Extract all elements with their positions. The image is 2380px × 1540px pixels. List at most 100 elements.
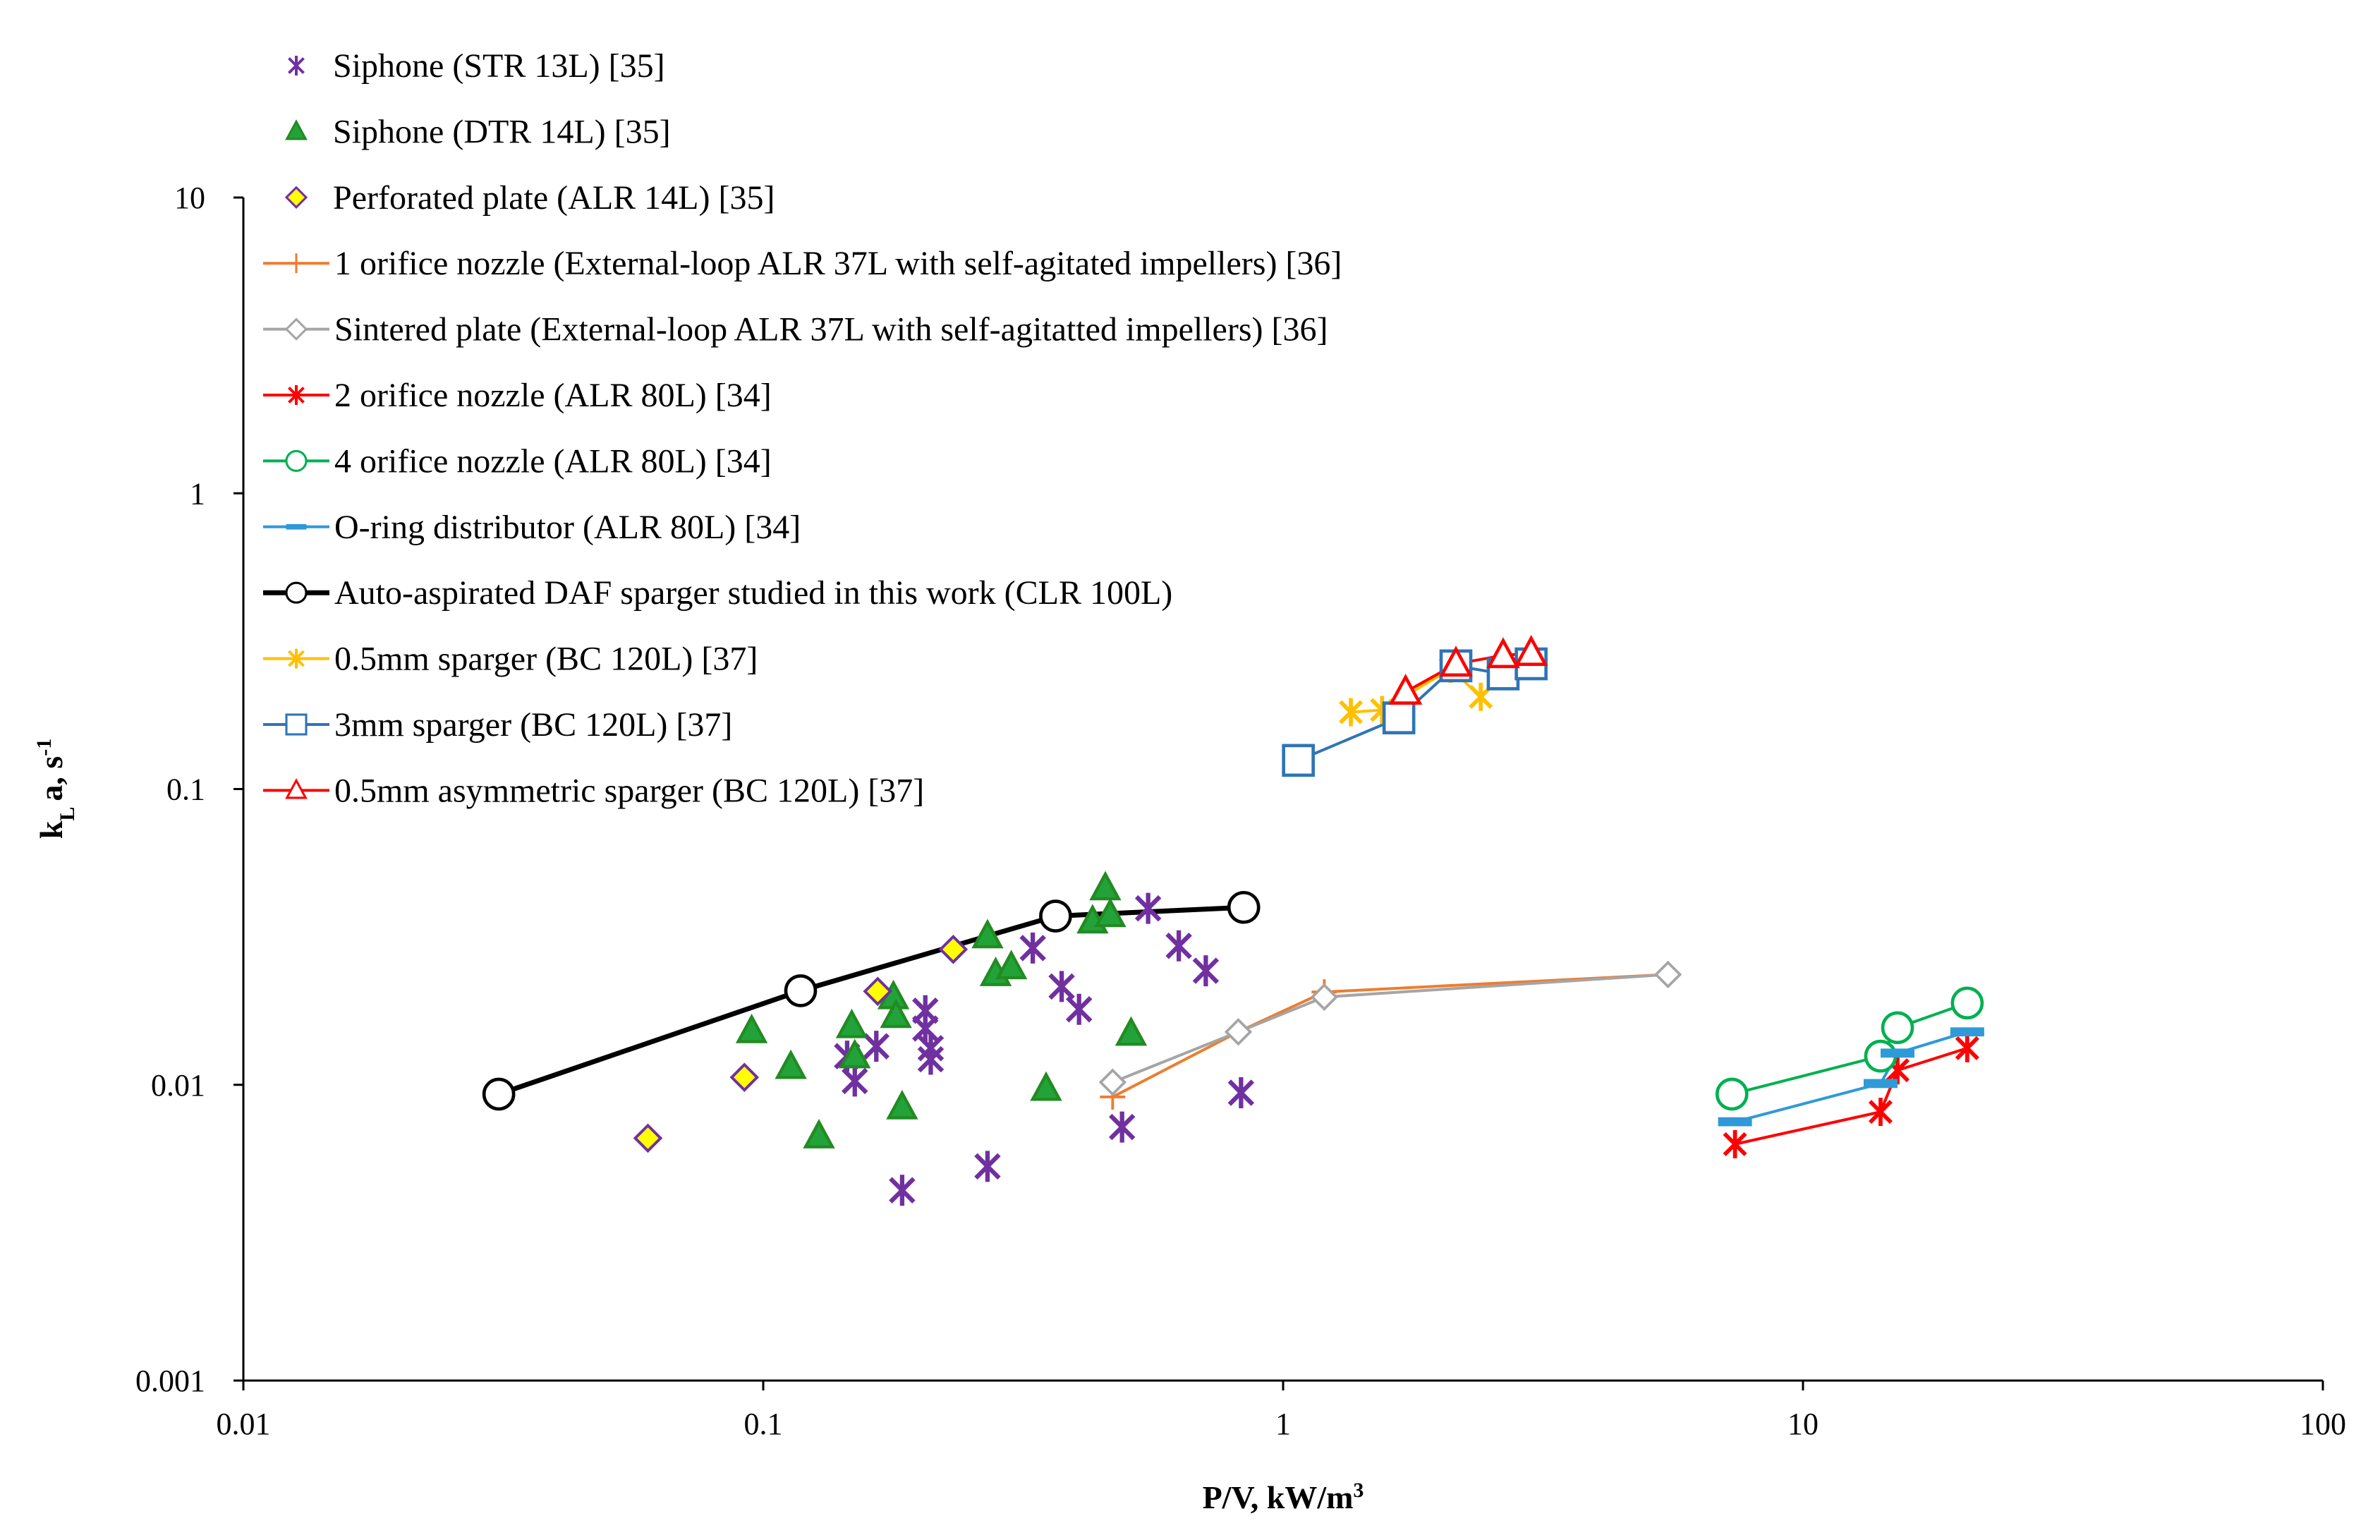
legend-marker — [285, 449, 308, 472]
legend-marker — [285, 581, 308, 604]
data-point-series-11 — [1439, 645, 1473, 677]
data-point-series-0 — [842, 1065, 868, 1097]
data-point-series-1 — [1089, 871, 1122, 901]
legend-marker — [286, 523, 307, 530]
data-point-series-0 — [974, 1151, 1001, 1182]
y-axis-title-subscript: L — [56, 807, 79, 821]
legend-marker — [285, 713, 308, 736]
x-tick-label: 1 — [1275, 1407, 1291, 1441]
data-point-series-1 — [835, 1008, 868, 1038]
legend-label: 1 orifice nozzle (External-loop ALR 37L … — [334, 245, 1342, 282]
y-axis-title-rest: a, s — [33, 756, 69, 801]
data-point-series-4 — [1654, 960, 1682, 989]
data-point-series-2 — [938, 934, 969, 964]
x-tick-label: 100 — [2300, 1407, 2346, 1441]
series-line-4 — [1112, 973, 1668, 1084]
data-point-series-1 — [1115, 1016, 1148, 1046]
data-point-series-1 — [880, 998, 912, 1029]
data-point-series-7 — [1718, 1117, 1752, 1127]
series-markers — [482, 635, 1984, 1206]
tick-labels: 0.01 0.1 1 10 100 0.001 0.01 0.1 1 10 — [135, 181, 2346, 1441]
data-point-series-7 — [1881, 1048, 1915, 1058]
data-point-series-0 — [1165, 930, 1192, 962]
x-tick-label: 0.1 — [744, 1407, 783, 1441]
series-line-6 — [1731, 1001, 1968, 1096]
data-point-series-1 — [735, 1013, 768, 1043]
data-point-series-2 — [863, 976, 893, 1007]
data-point-series-8 — [1227, 890, 1261, 924]
data-point-series-6 — [1715, 1077, 1749, 1111]
data-point-series-4 — [1310, 983, 1339, 1012]
legend-item: 0.5mm asymmetric sparger (BC 120L) [37] — [263, 772, 924, 809]
data-point-series-0 — [1065, 993, 1093, 1025]
legend-marker — [284, 317, 308, 341]
legend-marker — [288, 385, 305, 405]
legend-item: 3mm sparger (BC 120L) [37] — [263, 706, 732, 744]
legend-item: 1 orifice nozzle (External-loop ALR 37L … — [263, 245, 1342, 282]
y-tick-label: 1 — [190, 476, 205, 511]
data-point-series-10 — [1382, 701, 1416, 734]
legend-label: Siphone (DTR 14L) [35] — [333, 113, 671, 150]
y-axis-title: kLa, s-1 — [32, 739, 79, 839]
legend-item: Siphone (STR 13L) [35] — [288, 47, 665, 85]
data-point-series-0 — [1134, 892, 1162, 924]
legend-marker — [284, 186, 308, 209]
series-line-8 — [497, 904, 1244, 1097]
data-point-series-2 — [633, 1123, 663, 1153]
legend-item: Sintered plate (External-loop ALR 37L wi… — [263, 311, 1328, 348]
data-point-series-0 — [1108, 1111, 1136, 1143]
x-axis-title-text: P/V, kW/m — [1203, 1479, 1354, 1515]
data-point-series-8 — [784, 974, 818, 1007]
data-point-series-1 — [886, 1089, 918, 1120]
legend-label: Siphone (STR 13L) [35] — [333, 47, 665, 85]
x-tick-label: 10 — [1787, 1407, 1819, 1441]
y-tick-label: 10 — [174, 181, 205, 215]
data-point-series-0 — [863, 1031, 890, 1062]
data-point-series-0 — [912, 1012, 939, 1044]
ticks — [233, 196, 2324, 1390]
data-point-series-0 — [1019, 932, 1046, 964]
series-line-7 — [1735, 1030, 1968, 1124]
data-point-series-11 — [1388, 673, 1423, 705]
legend-marker — [288, 56, 305, 75]
y-tick-label: 0.01 — [151, 1068, 205, 1103]
data-point-series-10 — [1282, 744, 1315, 777]
legend-label: Sintered plate (External-loop ALR 37L wi… — [334, 311, 1328, 348]
legend-marker — [288, 648, 305, 669]
data-point-series-6 — [1881, 1011, 1914, 1045]
data-point-series-9 — [1339, 698, 1364, 727]
legend-item: 2 orifice nozzle (ALR 80L) [34] — [263, 377, 772, 414]
series-line-5 — [1735, 1046, 1968, 1146]
legend-item: Auto-aspirated DAF sparger studied in th… — [263, 574, 1172, 612]
legend-label: 4 orifice nozzle (ALR 80L) [34] — [334, 442, 772, 480]
series-line-3 — [1112, 973, 1668, 1098]
data-point-series-1 — [775, 1049, 807, 1079]
data-point-series-0 — [1048, 971, 1075, 1002]
y-tick-label: 0.001 — [135, 1364, 205, 1398]
legend-item: O-ring distributor (ALR 80L) [34] — [263, 509, 801, 546]
data-point-series-7 — [1950, 1027, 1984, 1037]
data-point-series-8 — [1039, 899, 1072, 933]
data-point-series-1 — [803, 1119, 835, 1148]
data-point-series-0 — [917, 1032, 945, 1064]
data-point-series-0 — [1227, 1077, 1255, 1109]
data-point-series-5 — [1868, 1098, 1893, 1127]
x-tick-label: 0.01 — [217, 1407, 271, 1441]
data-point-series-6 — [1950, 986, 1984, 1020]
legend-marker — [285, 119, 308, 140]
data-point-series-4 — [1224, 1018, 1253, 1046]
data-point-series-11 — [1514, 635, 1548, 666]
legend-label: 3mm sparger (BC 120L) [37] — [334, 706, 732, 744]
data-point-series-0 — [1192, 955, 1220, 987]
legend-item: Siphone (DTR 14L) [35] — [285, 113, 671, 150]
legend-item: 4 orifice nozzle (ALR 80L) [34] — [263, 442, 772, 480]
data-point-series-7 — [1863, 1079, 1898, 1089]
legend-label: Auto-aspirated DAF sparger studied in th… — [334, 574, 1172, 612]
legend-item: Perforated plate (ALR 14L) [35] — [284, 179, 775, 217]
data-point-series-2 — [729, 1062, 760, 1092]
data-point-series-0 — [889, 1175, 916, 1206]
data-point-series-11 — [1486, 637, 1520, 669]
data-point-series-1 — [971, 918, 1004, 949]
x-axis-title: P/V, kW/m3 — [1203, 1479, 1364, 1516]
